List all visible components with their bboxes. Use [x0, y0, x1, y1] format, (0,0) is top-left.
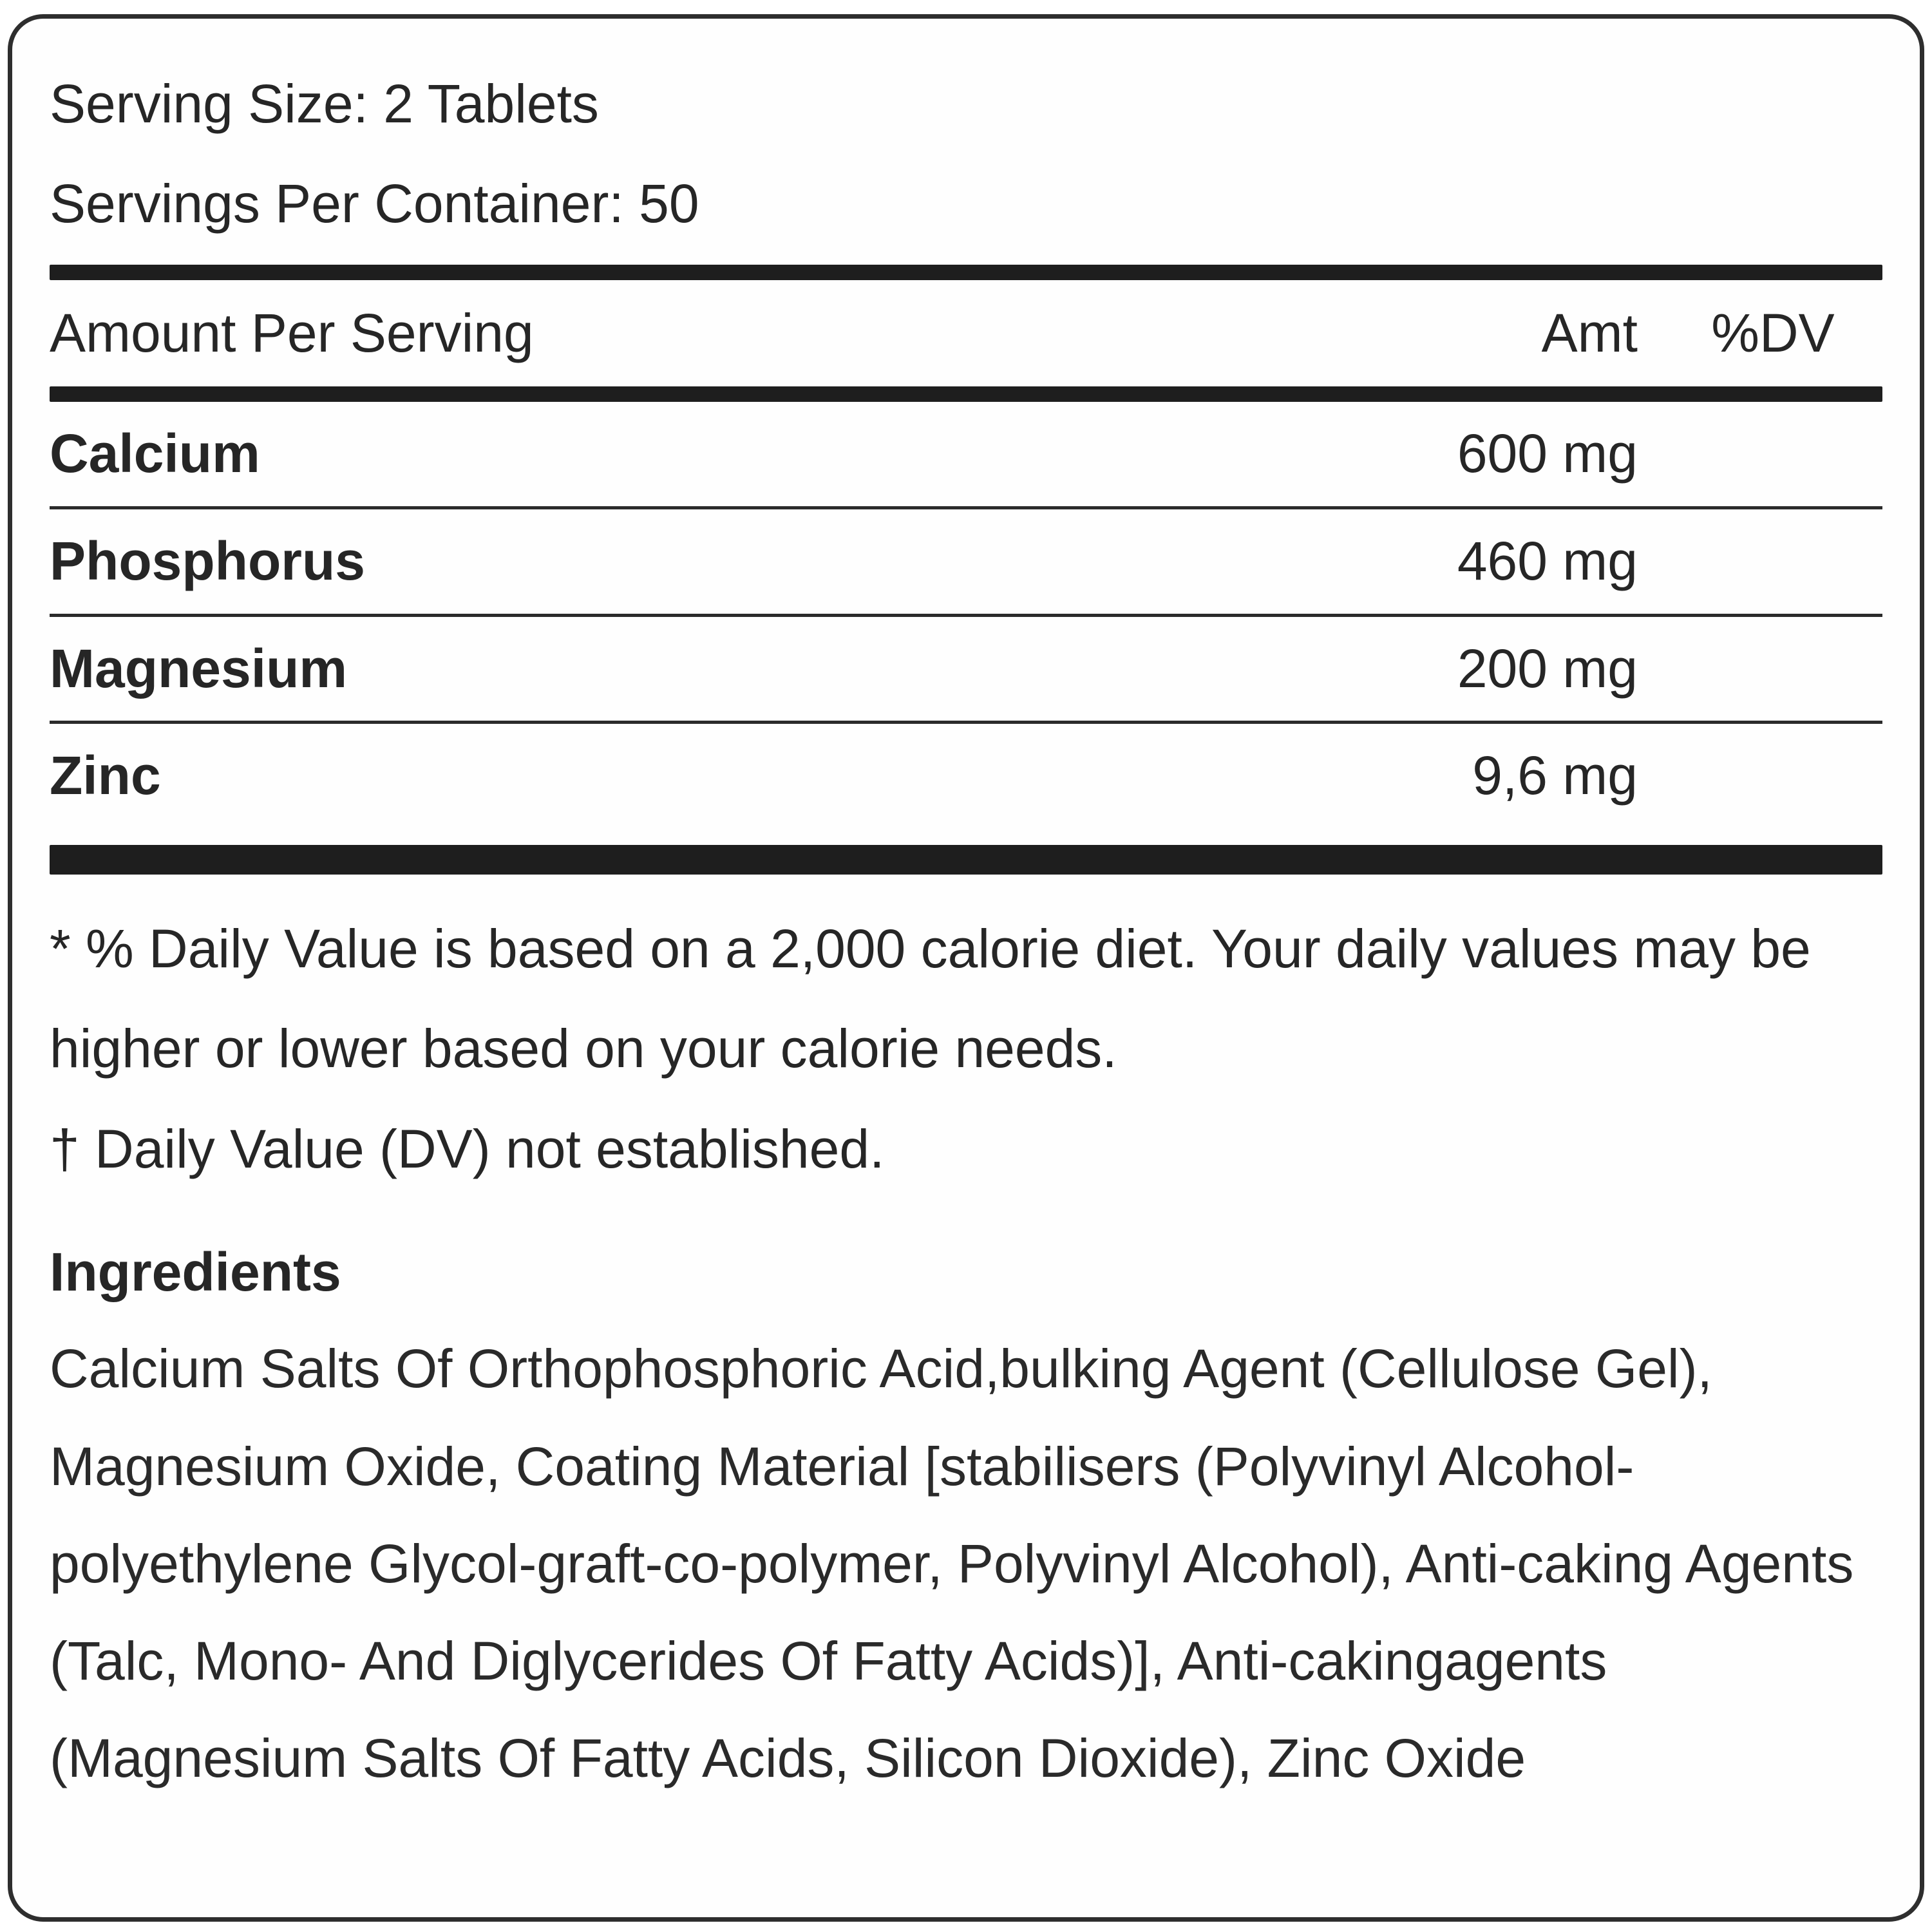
- nutrient-amount: 9,6 mg: [1303, 738, 1638, 814]
- nutrient-amount: 460 mg: [1303, 524, 1638, 600]
- amt-column-header: Amt: [1303, 296, 1638, 372]
- nutrient-name: Zinc: [50, 738, 1303, 814]
- table-header-row: Amount Per Serving Amt %DV: [50, 280, 1882, 387]
- servings-per-container-line: Servings Per Container: 50: [50, 154, 1882, 254]
- ingredients-heading: Ingredients: [50, 1229, 1882, 1315]
- supplement-facts-label: Serving Size: 2 Tablets Servings Per Con…: [8, 14, 1924, 1922]
- nutrient-amount: 200 mg: [1303, 631, 1638, 707]
- dv-not-established-footnote: † Daily Value (DV) not established.: [50, 1099, 1882, 1199]
- ingredients-text: Calcium Salts Of Orthophosphoric Acid,bu…: [50, 1320, 1882, 1807]
- divider-bar-bottom: [50, 845, 1882, 875]
- nutrient-name: Magnesium: [50, 631, 1303, 707]
- nutrient-name: Phosphorus: [50, 524, 1303, 600]
- nutrient-name: Calcium: [50, 416, 1303, 492]
- amount-per-serving-header: Amount Per Serving: [50, 296, 1303, 372]
- nutrient-amount: 600 mg: [1303, 416, 1638, 492]
- table-row: Phosphorus 460 mg: [50, 509, 1882, 617]
- table-row: Magnesium 200 mg: [50, 617, 1882, 724]
- table-row: Zinc 9,6 mg: [50, 724, 1882, 828]
- serving-size-line: Serving Size: 2 Tablets: [50, 54, 1882, 154]
- dv-column-header: %DV: [1663, 296, 1882, 372]
- divider-bar-top: [50, 265, 1882, 280]
- footnotes-section: * % Daily Value is based on a 2,000 calo…: [50, 899, 1882, 1199]
- divider-bar-header: [50, 386, 1882, 402]
- daily-value-footnote: * % Daily Value is based on a 2,000 calo…: [50, 899, 1882, 1099]
- table-row: Calcium 600 mg: [50, 402, 1882, 509]
